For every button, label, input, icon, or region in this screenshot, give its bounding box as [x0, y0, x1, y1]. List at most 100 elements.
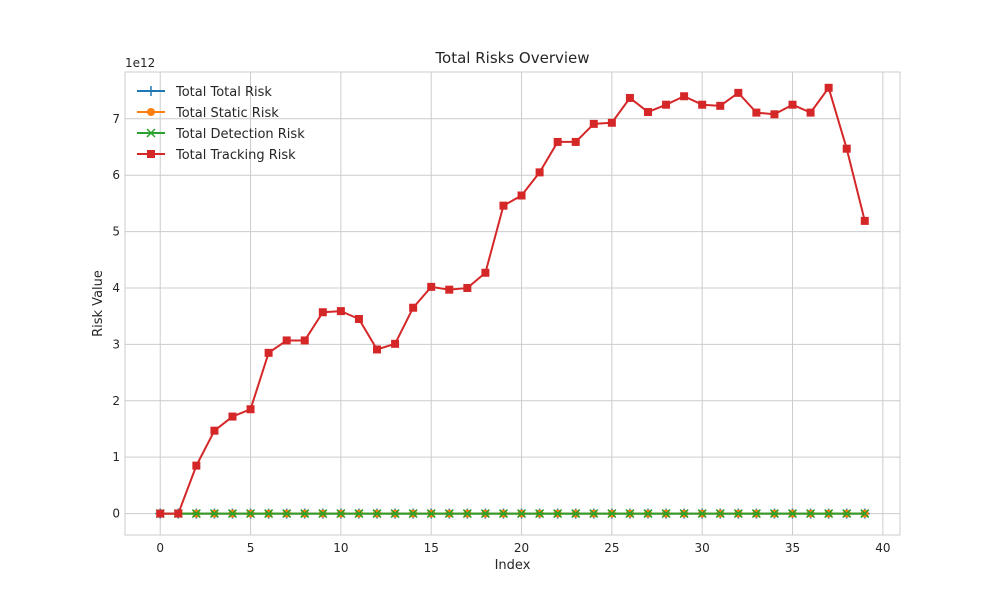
square-marker [228, 412, 237, 421]
y-axis-label: Risk Value [91, 270, 106, 337]
square-marker [264, 348, 273, 357]
square-marker [860, 216, 869, 225]
x-marker [146, 128, 156, 138]
x-marker-stroke [535, 509, 545, 519]
plus-marker [146, 86, 156, 96]
square-marker [535, 168, 544, 177]
x-tick-label: 0 [156, 541, 164, 555]
x-marker-stroke [643, 509, 653, 519]
square-marker [300, 336, 309, 345]
x-marker [553, 509, 563, 519]
x-marker-stroke [715, 509, 725, 519]
x-tick-label: 10 [333, 541, 348, 555]
square-marker [174, 509, 183, 518]
series-total-detection-risk [155, 509, 870, 519]
series-group [155, 83, 870, 519]
square-marker [192, 461, 201, 470]
x-axis-label: Index [495, 558, 531, 573]
x-marker [661, 509, 671, 519]
legend-label: Total Tracking Risk [175, 148, 296, 163]
x-marker-stroke [146, 128, 156, 138]
x-marker-stroke [553, 509, 563, 519]
x-marker-stroke [589, 509, 599, 519]
x-marker [715, 509, 725, 519]
square-marker [409, 303, 418, 312]
x-marker [571, 509, 581, 519]
square-marker [427, 282, 436, 291]
y-tick-label: 1 [112, 450, 120, 464]
square-marker [499, 201, 508, 210]
square-marker [282, 336, 291, 345]
x-marker-stroke [462, 509, 472, 519]
series-line [160, 86, 866, 515]
chart-title: Total Risks Overview [434, 49, 589, 67]
x-marker-stroke [860, 509, 870, 519]
x-marker-stroke [300, 509, 310, 519]
y-axis-offset-label: 1e12 [125, 56, 155, 70]
x-tick-label: 35 [785, 541, 800, 555]
x-marker-stroke [264, 509, 274, 519]
legend-item: Total Detection Risk [137, 127, 305, 142]
square-marker [788, 100, 797, 109]
square-marker [210, 426, 219, 435]
x-marker-stroke [480, 509, 490, 519]
x-marker-stroke [227, 509, 238, 519]
x-marker [517, 509, 527, 519]
legend-label: Total Detection Risk [175, 127, 305, 142]
x-tick-label: 5 [247, 541, 255, 555]
x-marker-stroke [625, 509, 635, 519]
x-marker [733, 509, 743, 519]
square-marker [373, 345, 382, 354]
square-marker [824, 83, 833, 92]
x-marker [824, 509, 834, 519]
x-marker [697, 509, 707, 519]
square-marker [716, 101, 725, 110]
x-marker [806, 509, 816, 519]
square-marker [662, 100, 671, 109]
x-marker [625, 509, 635, 519]
legend-label: Total Static Risk [175, 106, 279, 121]
square-marker [156, 509, 165, 518]
square-marker [481, 268, 490, 277]
square-marker [752, 108, 761, 117]
x-marker-stroke [282, 509, 292, 519]
axis-ticks: 0 5 10 15 20 25 30 35 40 0 1 2 3 4 5 6 7 [112, 112, 890, 555]
x-marker [769, 509, 779, 519]
square-marker [147, 150, 155, 158]
legend-label: Total Total Risk [175, 85, 272, 100]
x-marker-stroke [191, 509, 201, 519]
square-marker [391, 339, 400, 348]
square-marker [553, 137, 562, 146]
x-marker-stroke [661, 509, 671, 519]
x-marker [426, 509, 436, 519]
x-marker [408, 509, 418, 519]
legend-item: Total Total Risk [137, 85, 272, 100]
x-marker-stroke [390, 509, 400, 519]
x-marker [607, 509, 617, 519]
x-marker [227, 509, 238, 519]
x-marker-stroke [426, 509, 436, 519]
legend-item: Total Static Risk [137, 106, 279, 121]
x-marker-stroke [787, 509, 798, 519]
x-marker [444, 509, 454, 519]
x-marker-stroke [824, 509, 834, 519]
x-marker-stroke [498, 509, 508, 519]
x-marker-stroke [209, 509, 219, 519]
square-marker [734, 88, 743, 97]
x-marker-stroke [607, 509, 617, 519]
y-tick-label: 6 [112, 168, 120, 182]
square-marker [770, 110, 779, 119]
series-total-tracking-risk [156, 83, 869, 518]
y-tick-label: 7 [112, 112, 120, 126]
square-marker [336, 307, 345, 316]
y-tick-label: 0 [112, 507, 120, 521]
y-tick-label: 5 [112, 225, 120, 239]
square-marker [445, 285, 454, 294]
square-marker [625, 93, 634, 102]
x-marker-stroke [372, 509, 382, 519]
x-marker [354, 509, 364, 519]
x-marker [191, 509, 201, 519]
x-marker-stroke [679, 509, 689, 519]
